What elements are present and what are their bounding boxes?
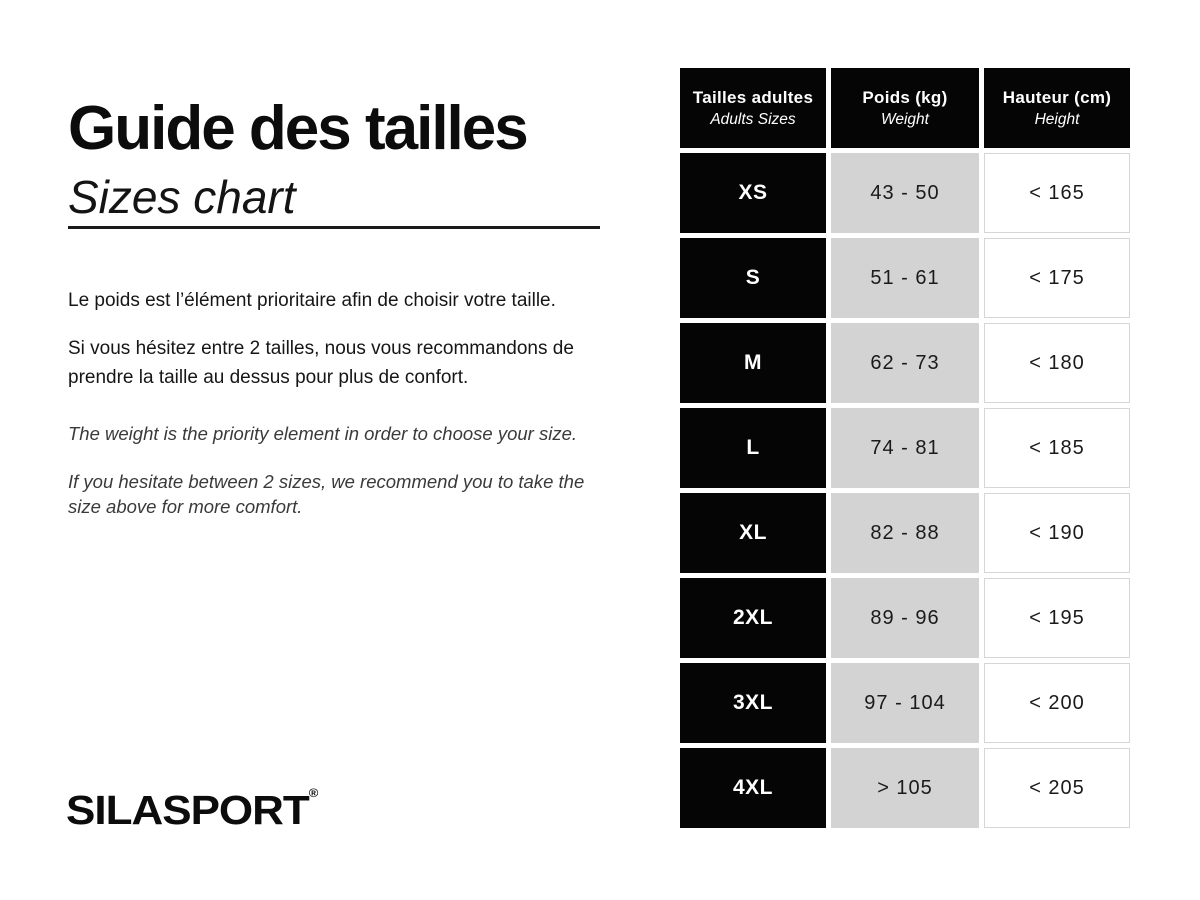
- silasport-logo-text: SILASPORT: [66, 788, 310, 834]
- paragraph-en-hesitate: If you hesitate between 2 sizes, we reco…: [68, 470, 585, 518]
- page-title: Guide des tailles: [68, 93, 529, 163]
- header-height-en: Height: [1034, 111, 1080, 129]
- size-cell: 3XL: [680, 663, 826, 743]
- header-weight-en: Weight: [881, 111, 929, 129]
- height-cell: < 195: [984, 578, 1130, 658]
- silasport-logo: SILASPORT®: [66, 786, 319, 834]
- page-subtitle: Sizes chart: [68, 171, 296, 224]
- size-cell: 2XL: [680, 578, 826, 658]
- header-sizes-en: Adults Sizes: [710, 111, 796, 129]
- weight-cell: 51 - 61: [831, 238, 979, 318]
- size-cell: XL: [680, 493, 826, 573]
- weight-cell: > 105: [831, 748, 979, 828]
- weight-cell: 43 - 50: [831, 153, 979, 233]
- weight-cell: 89 - 96: [831, 578, 979, 658]
- header-sizes-fr: Tailles adultes: [692, 87, 814, 107]
- header-cell-height: Hauteur (cm) Height: [984, 68, 1130, 148]
- height-cell: < 200: [984, 663, 1130, 743]
- header-height-fr: Hauteur (cm): [1002, 87, 1112, 107]
- header-weight-fr: Poids (kg): [862, 87, 948, 107]
- size-cell: S: [680, 238, 826, 318]
- weight-cell: 62 - 73: [831, 323, 979, 403]
- size-cell: L: [680, 408, 826, 488]
- weight-cell: 82 - 88: [831, 493, 979, 573]
- paragraph-fr-weight: Le poids est l’élément prioritaire afin …: [68, 290, 556, 311]
- height-cell: < 165: [984, 153, 1130, 233]
- weight-cell: 97 - 104: [831, 663, 979, 743]
- weight-cell: 74 - 81: [831, 408, 979, 488]
- height-cell: < 205: [984, 748, 1130, 828]
- height-cell: < 185: [984, 408, 1130, 488]
- header-cell-weight: Poids (kg) Weight: [831, 68, 979, 148]
- size-cell: XS: [680, 153, 826, 233]
- size-cell: 4XL: [680, 748, 826, 828]
- height-cell: < 180: [984, 323, 1130, 403]
- size-table: Tailles adultes Adults Sizes Poids (kg) …: [680, 68, 1130, 828]
- header-cell-sizes: Tailles adultes Adults Sizes: [680, 68, 826, 148]
- height-cell: < 190: [984, 493, 1130, 573]
- registered-trademark-symbol: ®: [308, 786, 319, 800]
- divider-rule: [68, 226, 600, 229]
- paragraph-fr-hesitate: Si vous hésitez entre 2 tailles, nous vo…: [68, 338, 574, 388]
- size-cell: M: [680, 323, 826, 403]
- paragraph-en-weight: The weight is the priority element in or…: [68, 422, 577, 444]
- height-cell: < 175: [984, 238, 1130, 318]
